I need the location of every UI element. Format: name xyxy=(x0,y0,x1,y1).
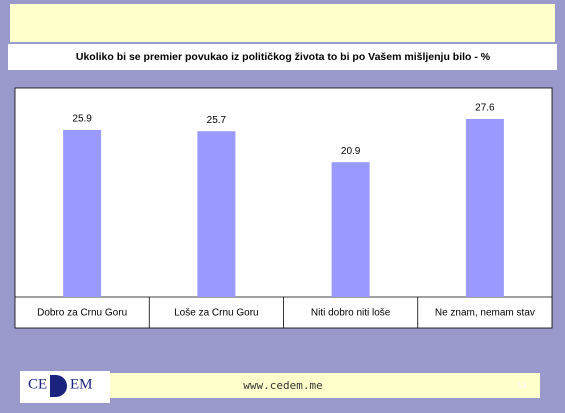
x-tick-label: Niti dobro niti loše xyxy=(311,308,391,319)
title-bar xyxy=(8,44,557,70)
x-tick-label: Loše za Crnu Goru xyxy=(174,308,259,319)
top-band xyxy=(10,4,555,42)
x-tick-label: Dobro za Crnu Goru xyxy=(37,308,127,319)
page-number: 13 xyxy=(518,381,527,390)
bar xyxy=(465,118,504,297)
bar xyxy=(197,131,236,297)
chart-title: Ukoliko bi se premier povukao iz politič… xyxy=(76,51,491,63)
logo-text: EM xyxy=(70,376,93,392)
logo-text: CE xyxy=(28,376,47,392)
logo-mark xyxy=(50,375,67,397)
chart-area xyxy=(14,87,553,329)
data-label: 20.9 xyxy=(341,146,361,157)
data-label: 25.7 xyxy=(207,115,227,126)
bar xyxy=(63,129,102,297)
x-tick-label: Ne znam, nemam stav xyxy=(435,308,535,319)
data-label: 27.6 xyxy=(475,103,495,114)
bar xyxy=(331,162,370,297)
plot: Dobro za Crnu Goru 25.9 Loše za Crnu Goru 2… xyxy=(15,103,552,328)
footer-band xyxy=(100,373,540,398)
data-label: 25.9 xyxy=(72,114,92,125)
footer-url: www.cedem.me xyxy=(243,379,322,392)
